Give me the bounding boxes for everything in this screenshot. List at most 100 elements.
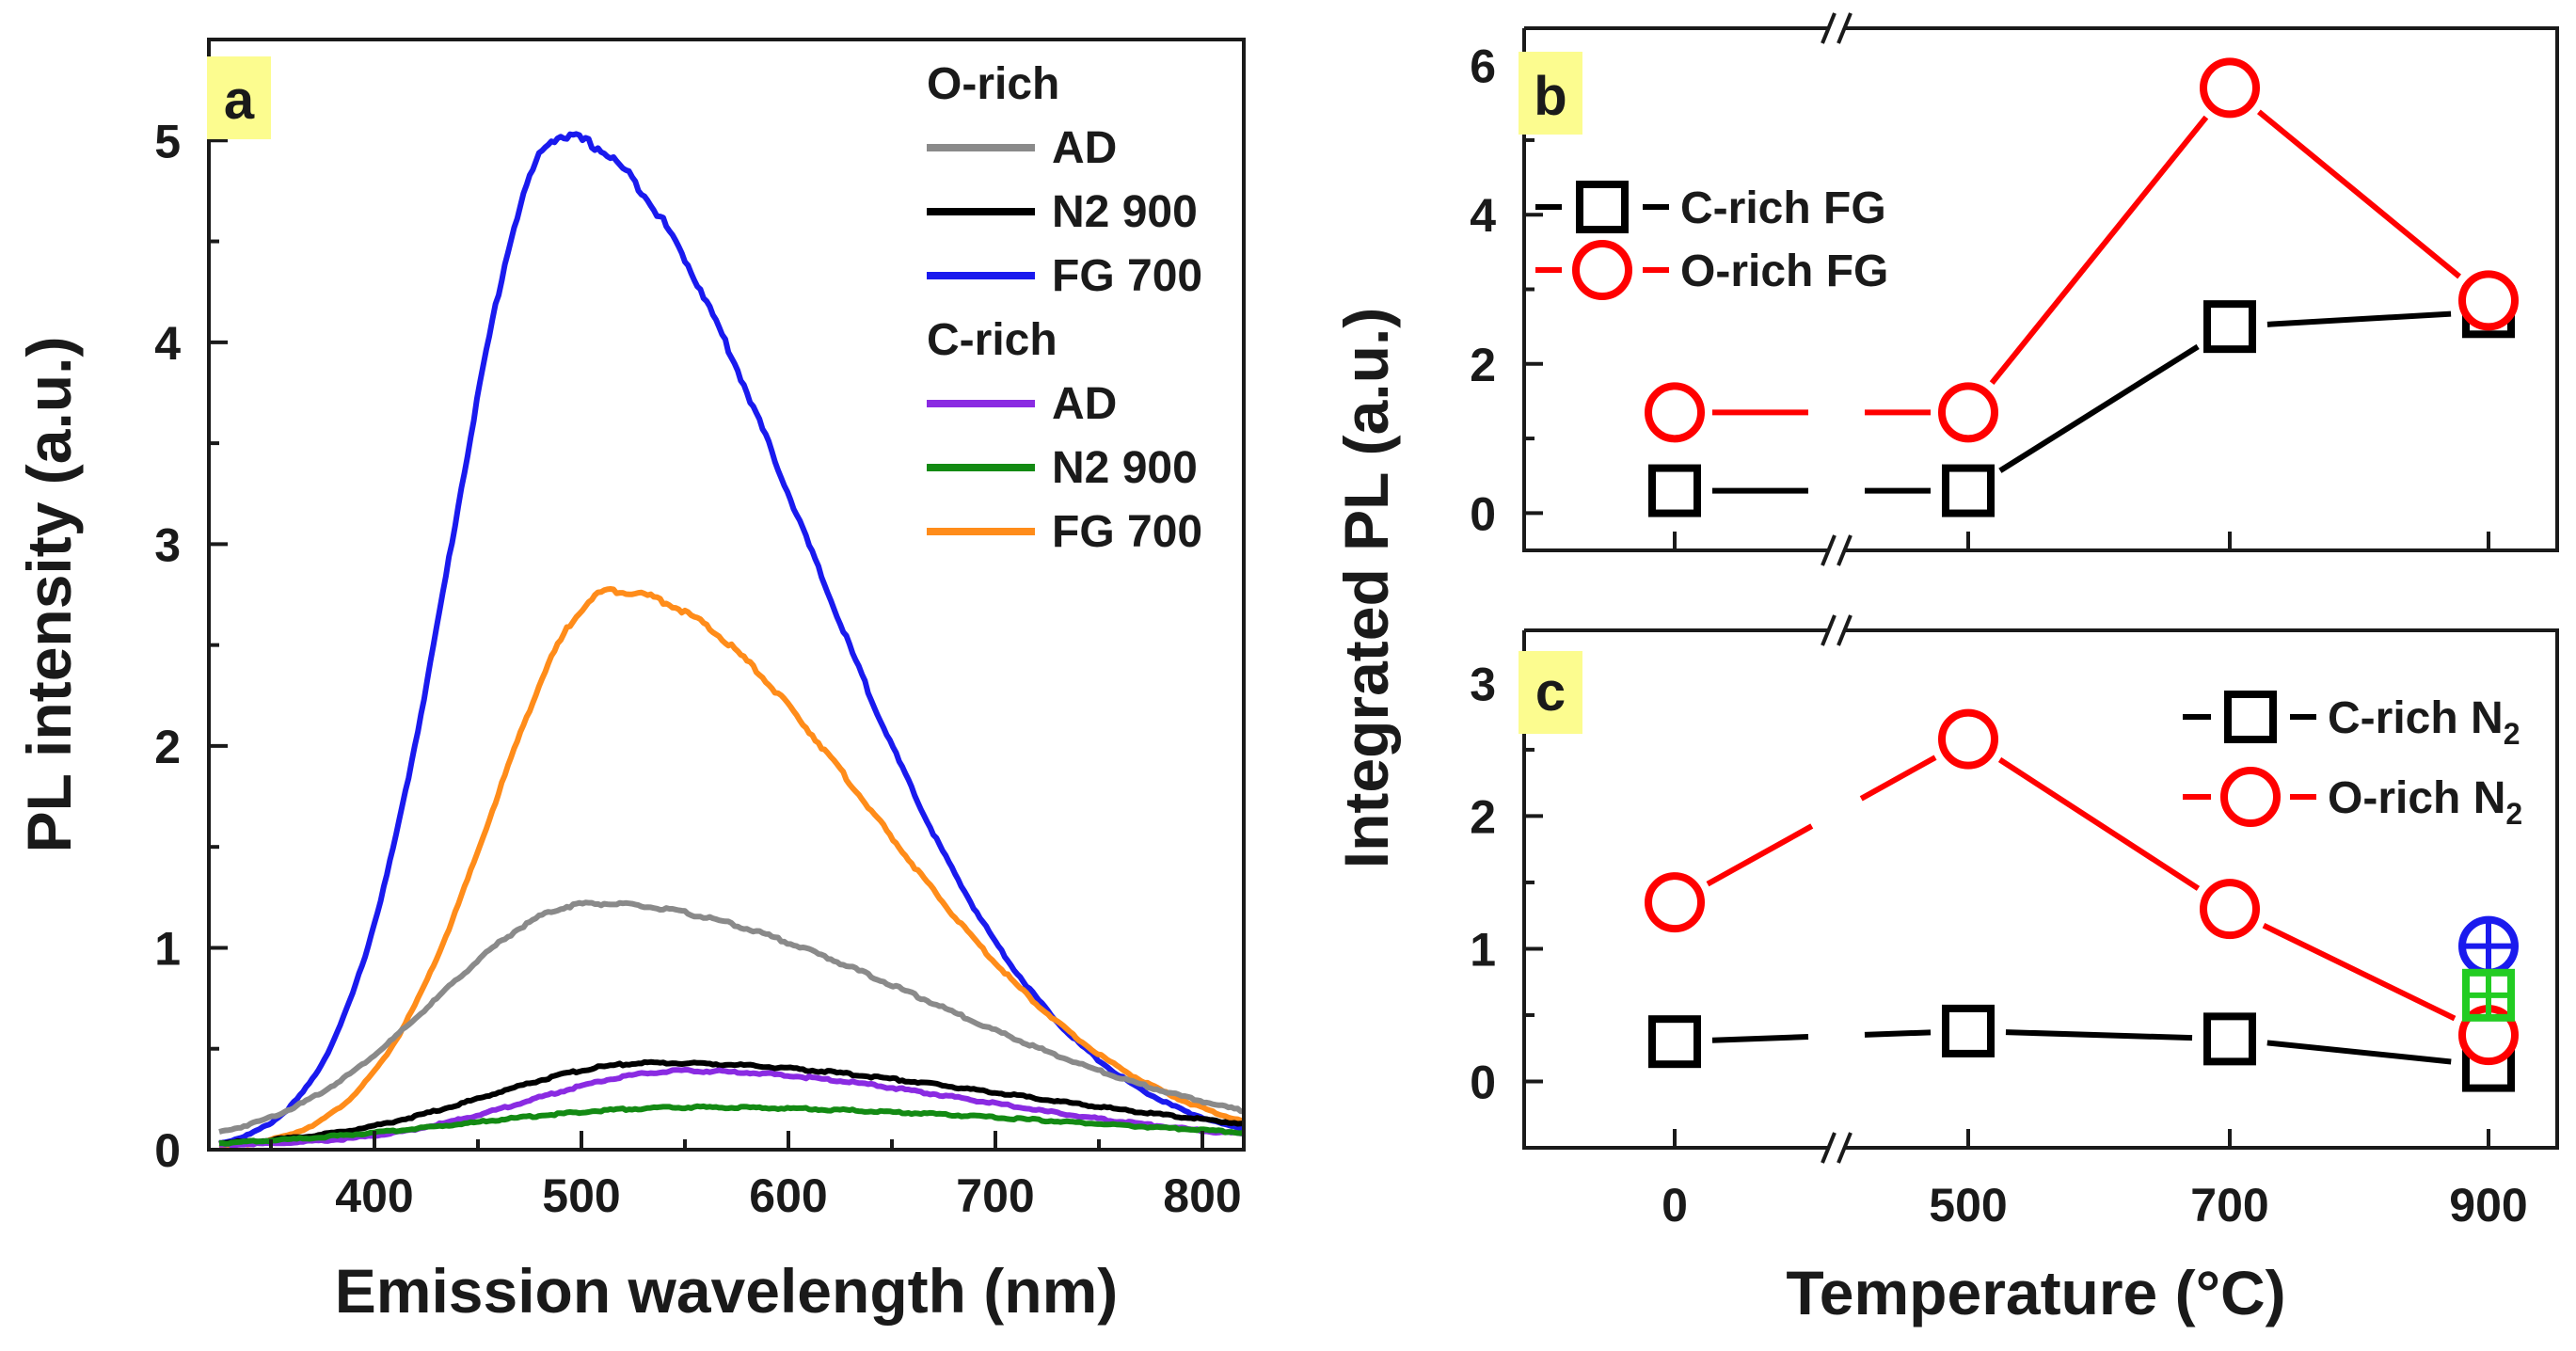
marker-square xyxy=(1942,1004,1995,1057)
panel-b: 0 2 4 6 b C-rich FG O-rich FG xyxy=(1470,12,2559,566)
series-segment xyxy=(1998,343,2200,473)
legend-label: O-rich FG xyxy=(1680,246,1888,296)
panel-b-series xyxy=(1645,57,2519,517)
panel-c-series xyxy=(1645,708,2519,1092)
panel-b-frame xyxy=(1522,26,2559,552)
ytick-label: 2 xyxy=(1470,339,1496,391)
marker-square xyxy=(1942,464,1995,517)
marker-square xyxy=(1576,181,1629,233)
curve-c-rich-fg-700 xyxy=(218,586,1245,1152)
marker-circle xyxy=(2220,767,2281,827)
series-segment xyxy=(1711,1034,1809,1043)
panel-c-frame xyxy=(1522,628,2559,1150)
legend-label: C-rich FG xyxy=(1680,183,1886,233)
ytick-label: 3 xyxy=(1470,658,1496,710)
ytick-label: 0 xyxy=(1470,1056,1496,1108)
series-segment xyxy=(2262,922,2457,1022)
panel-c-y-ticks: 0 1 2 3 xyxy=(1470,658,1543,1108)
marker-square xyxy=(1648,464,1701,517)
legend-label: FG 700 xyxy=(1052,507,1202,557)
series-segment xyxy=(2005,1029,2193,1041)
panel-b-break-top xyxy=(1821,12,1852,44)
curve-o-rich-n2-900 xyxy=(218,1058,1245,1147)
curve-c-rich-n2-900 xyxy=(219,1103,1245,1147)
panel-b-legend: C-rich FG O-rich FG xyxy=(1535,181,1888,300)
panel-a-letter: a xyxy=(224,70,255,131)
panel-a-x-ticks: 400 500 600 700 800 xyxy=(269,1131,1242,1222)
ytick-label: 6 xyxy=(1470,40,1496,93)
panel-a-frame xyxy=(207,38,1246,1152)
panel-a-ytick-label: 5 xyxy=(154,115,181,167)
marker-circle xyxy=(1572,240,1632,300)
panel-a-xtick-label: 700 xyxy=(956,1169,1034,1222)
ytick-label: 0 xyxy=(1470,487,1496,540)
panel-a-curves xyxy=(218,131,1246,1152)
panel-b-break-bottom xyxy=(1821,534,1852,566)
panel-c-xtick-label: 900 xyxy=(2449,1179,2527,1232)
series-segment xyxy=(1864,1029,1932,1038)
ytick-label: 2 xyxy=(1470,790,1496,843)
panel-c-legend: C-rich N2 O-rich N2 xyxy=(2183,691,2522,831)
marker-circle xyxy=(1938,382,1998,443)
panel-b-letter: b xyxy=(1534,66,1566,127)
ytick-label: 4 xyxy=(1470,189,1496,242)
curve-o-rich-ad xyxy=(218,899,1245,1135)
panel-a-legend: O-rich AD N2 900 FG 700 C-rich AD N2 900 FG 700 xyxy=(927,59,1202,557)
marker-square xyxy=(2224,691,2277,743)
series-segment xyxy=(1859,755,1937,802)
marker-circle xyxy=(2200,57,2260,119)
panel-c-break-bottom xyxy=(1821,1132,1852,1164)
panel-a-xtick-label: 800 xyxy=(1163,1169,1241,1222)
panel-b-x-ticks xyxy=(1673,532,2490,550)
legend-label: FG 700 xyxy=(1052,251,1202,301)
panel-bc-ylabel: Integrated PL (a.u.) xyxy=(1331,308,1401,869)
legend-label: C-rich N2 xyxy=(2328,693,2520,751)
panel-c-xtick-label: 0 xyxy=(1662,1179,1688,1232)
panel-c-xtick-label: 500 xyxy=(1929,1179,2007,1232)
panel-a-xlabel: Emission wavelength (nm) xyxy=(335,1256,1118,1326)
ytick-label: 1 xyxy=(1470,923,1496,976)
panel-a-ytick-label: 2 xyxy=(154,721,181,773)
panel-c-x-ticks: 0 500 700 900 xyxy=(1662,1129,2528,1232)
panel-a-xtick-label: 600 xyxy=(749,1169,827,1222)
panel-c-xlabel: Temperature (°C) xyxy=(1786,1258,2285,1327)
panel-a-xtick-label: 500 xyxy=(542,1169,620,1222)
panel-c-badge xyxy=(1519,651,1582,734)
panel-a-badge xyxy=(207,56,271,139)
marker-circle-plus xyxy=(2458,915,2519,977)
panel-b-badge xyxy=(1519,52,1582,135)
curve-c-rich-ad xyxy=(218,1067,1245,1149)
marker-circle xyxy=(2200,879,2260,940)
panel-a-xtick-label: 400 xyxy=(335,1169,413,1222)
legend-label: N2 900 xyxy=(1052,443,1198,493)
legend-label: AD xyxy=(1052,379,1117,429)
panel-a-ytick-label: 4 xyxy=(154,317,181,370)
series-segment xyxy=(1989,115,2209,386)
legend-label: AD xyxy=(1052,123,1117,173)
panel-c-letter: c xyxy=(1535,661,1566,723)
legend-label: O-rich N2 xyxy=(2328,773,2522,831)
panel-a-ytick-label: 0 xyxy=(154,1124,181,1177)
panel-a-ytick-label: 3 xyxy=(154,518,181,571)
panel-a-ylabel: PL intensity (a.u.) xyxy=(14,337,84,853)
marker-circle xyxy=(1645,872,1705,933)
marker-square xyxy=(2203,300,2256,354)
series-segment xyxy=(2266,1040,2452,1065)
marker-square xyxy=(1648,1015,1701,1069)
marker-square xyxy=(2203,1012,2256,1066)
panel-b-y-ticks: 0 2 4 6 xyxy=(1470,40,1543,540)
panel-a-y-ticks: 0 1 2 3 4 5 xyxy=(154,38,228,1177)
series-segment xyxy=(2257,109,2461,279)
legend-label: N2 900 xyxy=(1052,187,1198,237)
series-segment xyxy=(2266,310,2452,327)
marker-circle xyxy=(1645,382,1705,443)
panel-c: 0 1 2 3 0 500 700 900 c Temperature (°C) C-ric… xyxy=(1470,614,2559,1327)
legend-group-title: O-rich xyxy=(927,59,1059,109)
marker-square-grid xyxy=(2462,968,2515,1022)
series-segment xyxy=(1706,823,1814,887)
legend-group-title: C-rich xyxy=(927,315,1057,365)
series-segment xyxy=(1997,756,2201,891)
panel-a-ytick-label: 1 xyxy=(154,922,181,975)
marker-circle xyxy=(1938,708,1998,770)
